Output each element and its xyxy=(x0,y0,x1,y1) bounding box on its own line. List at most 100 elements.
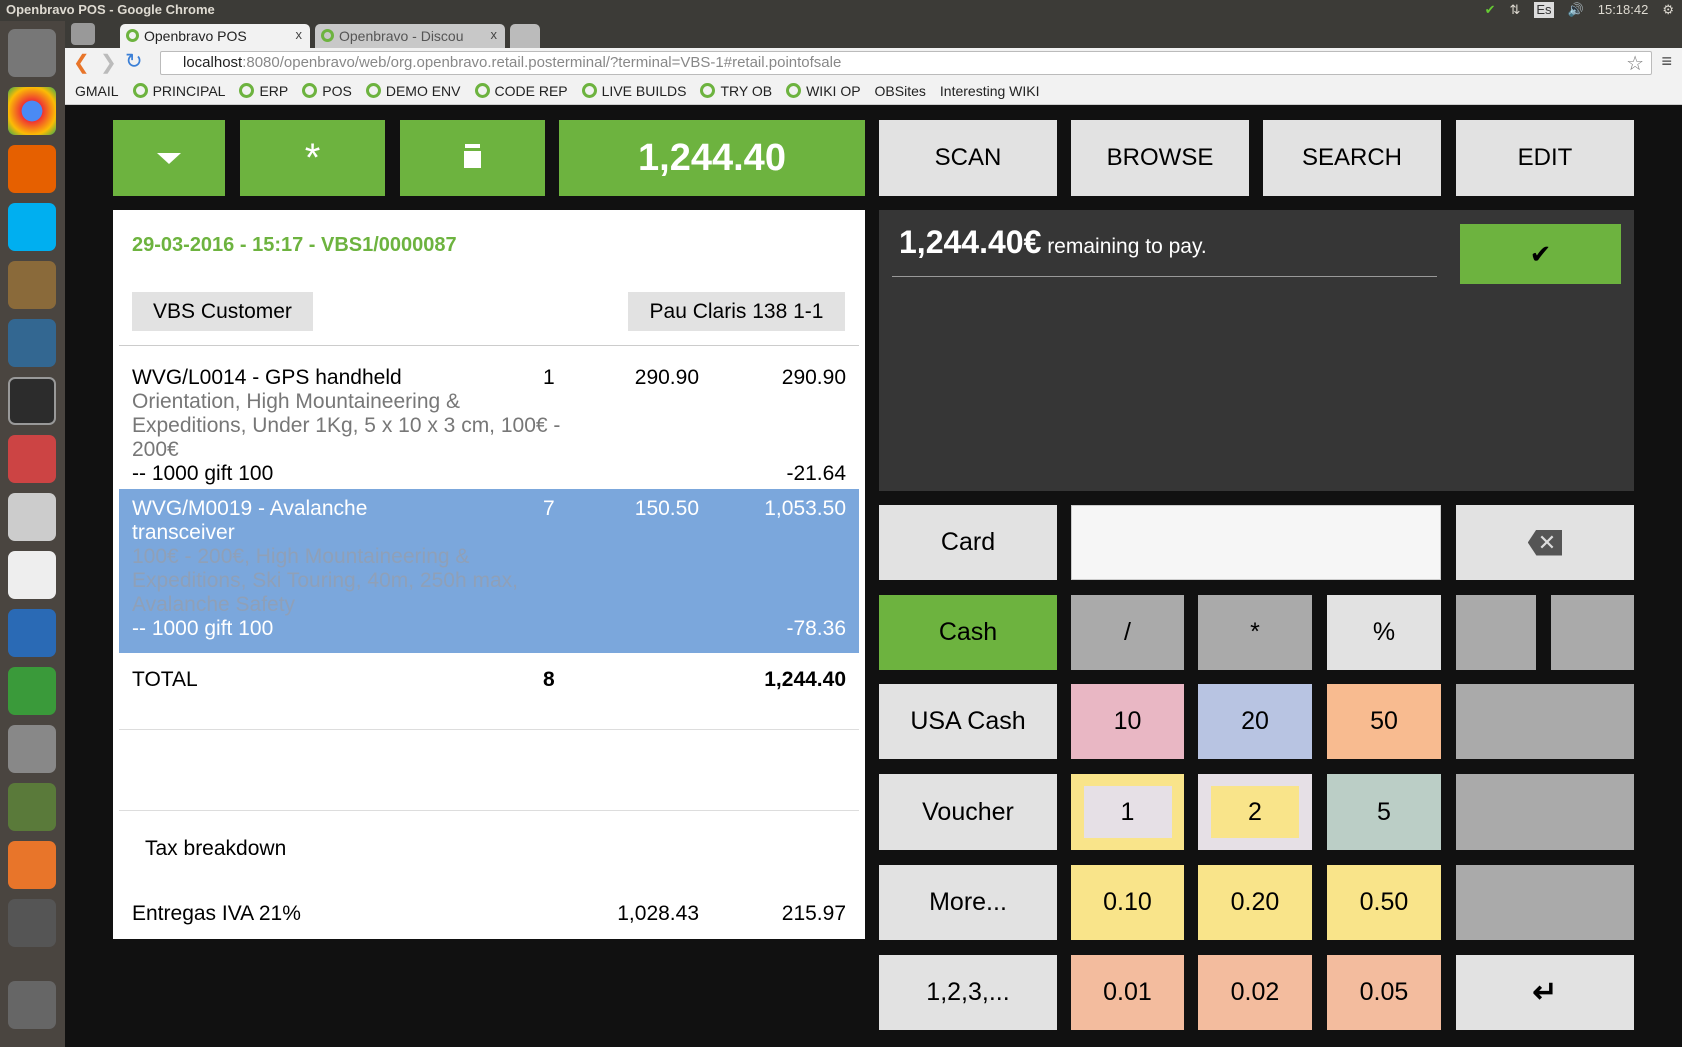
coin-2[interactable]: 2 xyxy=(1198,774,1312,850)
writer-icon[interactable] xyxy=(8,609,56,657)
receipt-line[interactable]: WVG/L0014 - GPS handheld 1 290.90 290.90… xyxy=(119,346,859,489)
bookmark-erp[interactable]: ERP xyxy=(239,83,288,99)
bookmark-gmail[interactable]: GMAIL xyxy=(75,83,119,99)
calculator-icon[interactable] xyxy=(8,493,56,541)
clock[interactable]: 15:18:42 xyxy=(1597,2,1649,17)
coin-5[interactable]: 5 xyxy=(1327,774,1441,850)
total-value: 1,244.40 xyxy=(764,668,846,691)
more-button[interactable]: More... xyxy=(879,865,1057,940)
bookmark-demo-env[interactable]: DEMO ENV xyxy=(366,83,461,99)
coin-0-02[interactable]: 0.02 xyxy=(1198,955,1312,1030)
done-button[interactable]: ✔ xyxy=(1460,224,1621,284)
coin-0-01[interactable]: 0.01 xyxy=(1071,955,1184,1030)
close-tab-icon[interactable]: x xyxy=(490,27,497,42)
bookmark-principal[interactable]: PRINCIPAL xyxy=(133,83,226,99)
tab-openbravo-pos[interactable]: Openbravo POS x xyxy=(120,24,310,48)
new-receipt-button[interactable]: * xyxy=(240,120,385,196)
line-qty: 1 xyxy=(543,366,555,389)
chrome-menu-icon[interactable]: ≡ xyxy=(1661,51,1672,71)
bookmark-code-rep[interactable]: CODE REP xyxy=(475,83,568,99)
keyboard-lang[interactable]: Es xyxy=(1534,2,1554,18)
text-editor-icon[interactable] xyxy=(8,551,56,599)
close-tab-icon[interactable]: x xyxy=(295,27,303,42)
coin-0-50[interactable]: 0.50 xyxy=(1327,865,1441,940)
bookmark-interesting-wiki[interactable]: Interesting WIKI xyxy=(939,83,1040,99)
volume-icon[interactable]: 🔊 xyxy=(1567,2,1584,17)
settings-icon[interactable]: ⚙ xyxy=(1662,2,1674,17)
delete-receipt-button[interactable] xyxy=(400,120,545,196)
coin-0-10[interactable]: 0.10 xyxy=(1071,865,1184,940)
search-tab[interactable]: SEARCH xyxy=(1263,120,1441,196)
reload-icon[interactable]: ↻ xyxy=(125,50,143,73)
updater-icon[interactable] xyxy=(8,899,56,947)
bookmark-obsites[interactable]: OBSites xyxy=(874,83,926,99)
dash-icon[interactable] xyxy=(8,29,56,77)
blank-key[interactable] xyxy=(1456,865,1634,940)
skype-icon[interactable] xyxy=(8,203,56,251)
firefox-icon[interactable] xyxy=(8,145,56,193)
bookmark-star-icon[interactable]: ☆ xyxy=(1626,53,1644,75)
browse-tab[interactable]: BROWSE xyxy=(1071,120,1249,196)
address-button[interactable]: Pau Claris 138 1-1 xyxy=(628,292,845,331)
url-path: :8080/openbravo/web/org.openbravo.retail… xyxy=(242,54,842,71)
launcher xyxy=(0,21,65,1047)
voucher-button[interactable]: Voucher xyxy=(879,774,1057,850)
coin-0-20[interactable]: 0.20 xyxy=(1198,865,1312,940)
blank-key[interactable] xyxy=(1456,595,1536,670)
enter-button[interactable]: ↵ xyxy=(1456,955,1634,1030)
card-button[interactable]: Card xyxy=(879,505,1057,580)
coin-50[interactable]: 50 xyxy=(1327,684,1441,759)
usa-cash-button[interactable]: USA Cash xyxy=(879,684,1057,759)
numbers-button[interactable]: 1,2,3,... xyxy=(879,955,1057,1030)
menu-button[interactable] xyxy=(113,120,225,196)
coin-10[interactable]: 10 xyxy=(1071,684,1184,759)
cash-button[interactable]: Cash xyxy=(879,595,1057,670)
remaining-label: remaining to pay. xyxy=(1041,235,1207,258)
blank-key[interactable] xyxy=(1456,684,1634,759)
url-input[interactable]: localhost:8080/openbravo/web/org.openbra… xyxy=(160,51,1652,75)
network-icon[interactable]: ⇅ xyxy=(1509,2,1521,17)
edit-tab[interactable]: EDIT xyxy=(1456,120,1634,196)
forward-icon[interactable]: ❯ xyxy=(100,52,117,74)
divider xyxy=(119,345,859,346)
blank-key[interactable] xyxy=(1456,774,1634,850)
trash-bin-icon[interactable] xyxy=(8,981,56,1029)
receipt-line-selected[interactable]: WVG/M0019 - Avalanche transceiver 7 150.… xyxy=(119,489,859,653)
new-tab-button[interactable] xyxy=(510,24,540,48)
software-center-icon[interactable] xyxy=(8,841,56,889)
percent-key[interactable]: % xyxy=(1327,595,1441,670)
scan-tab[interactable]: SCAN xyxy=(879,120,1057,196)
bookmark-try-ob[interactable]: TRY OB xyxy=(700,83,772,99)
backspace-button[interactable]: ✕ xyxy=(1456,505,1634,580)
terminal-icon[interactable] xyxy=(8,377,56,425)
bookmark-live-builds[interactable]: LIVE BUILDS xyxy=(582,83,687,99)
java-ide-icon[interactable] xyxy=(8,261,56,309)
system-settings-icon[interactable] xyxy=(8,725,56,773)
customer-button[interactable]: VBS Customer xyxy=(132,292,313,331)
amount-input[interactable] xyxy=(1071,505,1441,580)
line-price: 150.50 xyxy=(634,497,699,520)
coin-20[interactable]: 20 xyxy=(1198,684,1312,759)
turtle-icon[interactable] xyxy=(8,783,56,831)
total-button[interactable]: 1,244.40 xyxy=(559,120,865,196)
coin-label: 2 xyxy=(1211,786,1299,838)
coin-0-05[interactable]: 0.05 xyxy=(1327,955,1441,1030)
coin-1[interactable]: 1 xyxy=(1071,774,1184,850)
blank-key[interactable] xyxy=(1551,595,1634,670)
back-icon[interactable]: ❮ xyxy=(73,52,90,74)
line-promotion-amount: -21.64 xyxy=(786,462,846,485)
tab-bar: Openbravo POS x Openbravo - Discou x xyxy=(65,21,1682,48)
chrome-icon[interactable] xyxy=(8,87,56,135)
window-title: Openbravo POS - Google Chrome xyxy=(6,2,215,17)
tab-openbravo-discount[interactable]: Openbravo - Discou x xyxy=(315,24,505,48)
line-amount: 1,053.50 xyxy=(764,497,846,520)
bookmark-wiki-op[interactable]: WIKI OP xyxy=(786,83,860,99)
divide-key[interactable]: / xyxy=(1071,595,1184,670)
bookmark-pos[interactable]: POS xyxy=(302,83,352,99)
check-icon[interactable]: ✔ xyxy=(1484,2,1496,17)
calc-sheet-icon[interactable] xyxy=(8,667,56,715)
files-icon[interactable] xyxy=(8,435,56,483)
postgres-icon[interactable] xyxy=(8,319,56,367)
multiply-key[interactable]: * xyxy=(1198,595,1312,670)
divider xyxy=(119,810,859,811)
